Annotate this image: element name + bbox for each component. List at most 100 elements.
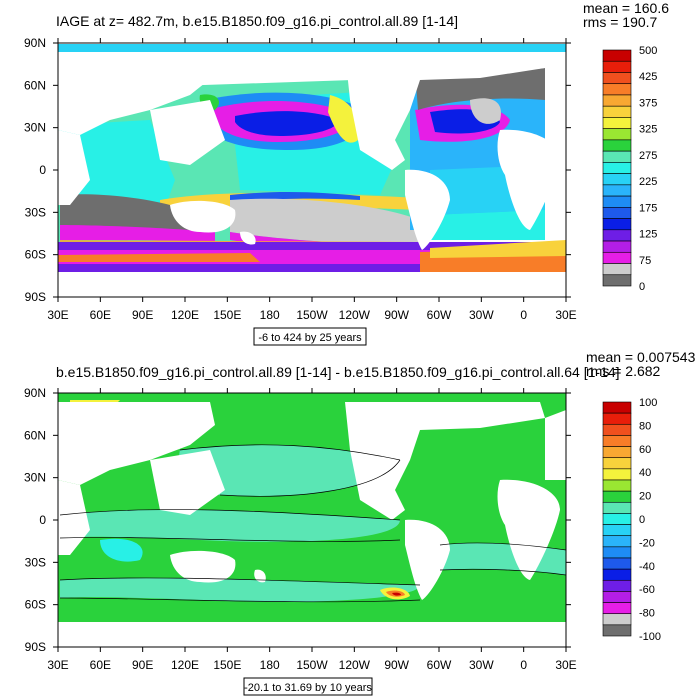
y-tick-label: 90S bbox=[25, 640, 46, 654]
x-tick-label: 120E bbox=[171, 308, 199, 322]
x-tick-label: 180 bbox=[260, 308, 280, 322]
colorbar-swatch bbox=[602, 263, 632, 276]
colorbar-swatch bbox=[602, 546, 632, 559]
bottom-mean-stat: mean = 0.007543 bbox=[586, 349, 696, 365]
y-tick-label: 30S bbox=[25, 205, 46, 219]
colorbar-label: 225 bbox=[639, 176, 657, 188]
x-tick-label: 150E bbox=[213, 308, 241, 322]
y-tick-label: 0 bbox=[39, 513, 46, 527]
x-tick-label: 90E bbox=[132, 308, 153, 322]
colorbar-label: 20 bbox=[639, 491, 651, 503]
bottom-land-mask bbox=[58, 402, 566, 647]
colorbar-label: -40 bbox=[639, 561, 655, 573]
colorbar-swatch bbox=[602, 591, 632, 603]
colorbar-swatch bbox=[602, 240, 632, 253]
x-tick-label: 90W bbox=[384, 658, 409, 672]
colorbar-swatch bbox=[602, 524, 632, 537]
x-tick-label: 30W bbox=[469, 308, 494, 322]
colorbar-swatch bbox=[602, 457, 632, 470]
colorbar-swatch bbox=[602, 490, 632, 503]
colorbar-label: 425 bbox=[639, 71, 657, 83]
x-tick-label: 150W bbox=[296, 308, 328, 322]
colorbar-label: 60 bbox=[639, 444, 651, 456]
colorbar-label: 125 bbox=[639, 229, 657, 241]
y-tick-label: 30N bbox=[24, 121, 46, 135]
x-tick-label: 60E bbox=[90, 308, 111, 322]
colorbar-swatch bbox=[602, 513, 632, 525]
colorbar-label: -100 bbox=[639, 631, 661, 643]
colorbar-label: 80 bbox=[639, 420, 651, 432]
colorbar-swatch bbox=[602, 535, 632, 548]
colorbar-swatch bbox=[602, 139, 632, 152]
colorbar-label: 100 bbox=[639, 397, 657, 409]
bottom-panel-title: b.e15.B1850.f09_g16.pi_control.all.89 [1… bbox=[56, 364, 620, 380]
colorbar-label: 275 bbox=[639, 150, 657, 162]
x-tick-label: 30W bbox=[469, 658, 494, 672]
colorbar-swatch bbox=[602, 468, 632, 481]
colorbar-swatch bbox=[602, 251, 632, 264]
colorbar-swatch bbox=[602, 60, 632, 73]
top-range-note: -6 to 424 by 25 years bbox=[258, 332, 362, 344]
x-tick-label: 30E bbox=[47, 308, 68, 322]
top-axes: 30E 60E 90E 120E 150E 180 150W 120W 90W 60W 30W 0 30… bbox=[24, 36, 577, 322]
top-map-field bbox=[58, 43, 566, 297]
colorbar-swatch bbox=[602, 218, 632, 231]
colorbar-swatch bbox=[602, 624, 632, 637]
x-tick-label: 0 bbox=[520, 308, 527, 322]
colorbar-swatch bbox=[602, 557, 632, 570]
x-tick-label: 60E bbox=[90, 658, 111, 672]
colorbar-label: -60 bbox=[639, 584, 655, 596]
y-tick-label: 90N bbox=[24, 36, 46, 50]
colorbar-label: 0 bbox=[639, 281, 645, 293]
colorbar-swatch bbox=[602, 173, 632, 186]
bottom-rms-stat: rms = 2.682 bbox=[586, 363, 661, 379]
colorbar-swatch bbox=[602, 150, 632, 163]
colorbar-swatch bbox=[602, 184, 632, 197]
x-tick-label: 90E bbox=[132, 658, 153, 672]
colorbar-label: 40 bbox=[639, 467, 651, 479]
colorbar-label: 375 bbox=[639, 97, 657, 109]
colorbar-swatch bbox=[602, 435, 632, 447]
top-rms-stat: rms = 190.7 bbox=[583, 14, 658, 30]
bottom-panel: b.e15.B1850.f09_g16.pi_control.all.89 [1… bbox=[24, 349, 696, 696]
x-tick-label: 30E bbox=[47, 658, 68, 672]
colorbar-label: -80 bbox=[639, 608, 655, 620]
y-tick-label: 0 bbox=[39, 163, 46, 177]
colorbar-swatch bbox=[602, 83, 632, 96]
colorbar-swatch bbox=[602, 72, 632, 85]
top-land-mask bbox=[58, 52, 566, 297]
colorbar-swatch bbox=[602, 117, 632, 129]
x-tick-label: 180 bbox=[260, 658, 280, 672]
colorbar-swatch bbox=[602, 207, 632, 219]
y-tick-label: 90N bbox=[24, 386, 46, 400]
y-tick-label: 30N bbox=[24, 471, 46, 485]
x-tick-label: 0 bbox=[520, 658, 527, 672]
x-tick-label: 30E bbox=[555, 308, 576, 322]
x-tick-label: 60W bbox=[427, 308, 452, 322]
bottom-axes: 30E 60E 90E 120E 150E 180 150W 120W 90W 60W 30W 0 30… bbox=[24, 386, 577, 672]
colorbar-swatch bbox=[602, 423, 632, 436]
colorbar-swatch bbox=[602, 579, 632, 592]
colorbar-swatch bbox=[602, 401, 632, 414]
top-colorbar: 500 425 375 325 275 225 175 125 75 0 bbox=[602, 45, 657, 293]
top-panel-title: IAGE at z= 482.7m, b.e15.B1850.f09_g16.p… bbox=[56, 13, 458, 29]
x-tick-label: 150E bbox=[213, 658, 241, 672]
colorbar-swatch bbox=[602, 128, 632, 141]
colorbar-label: 75 bbox=[639, 255, 651, 267]
colorbar-swatch bbox=[602, 94, 632, 107]
colorbar-swatch bbox=[602, 613, 632, 626]
colorbar-label: 175 bbox=[639, 202, 657, 214]
y-tick-label: 30S bbox=[25, 555, 46, 569]
y-tick-label: 90S bbox=[25, 290, 46, 304]
colorbar-swatch bbox=[602, 602, 632, 615]
colorbar-swatch bbox=[602, 229, 632, 242]
x-tick-label: 120E bbox=[171, 658, 199, 672]
colorbar-label: 500 bbox=[639, 45, 657, 57]
y-tick-label: 60S bbox=[25, 248, 46, 262]
colorbar-label: 325 bbox=[639, 124, 657, 136]
colorbar-swatch bbox=[602, 446, 632, 459]
top-range-note-box bbox=[253, 327, 367, 346]
colorbar-swatch bbox=[602, 501, 632, 514]
colorbar-swatch bbox=[602, 105, 632, 118]
